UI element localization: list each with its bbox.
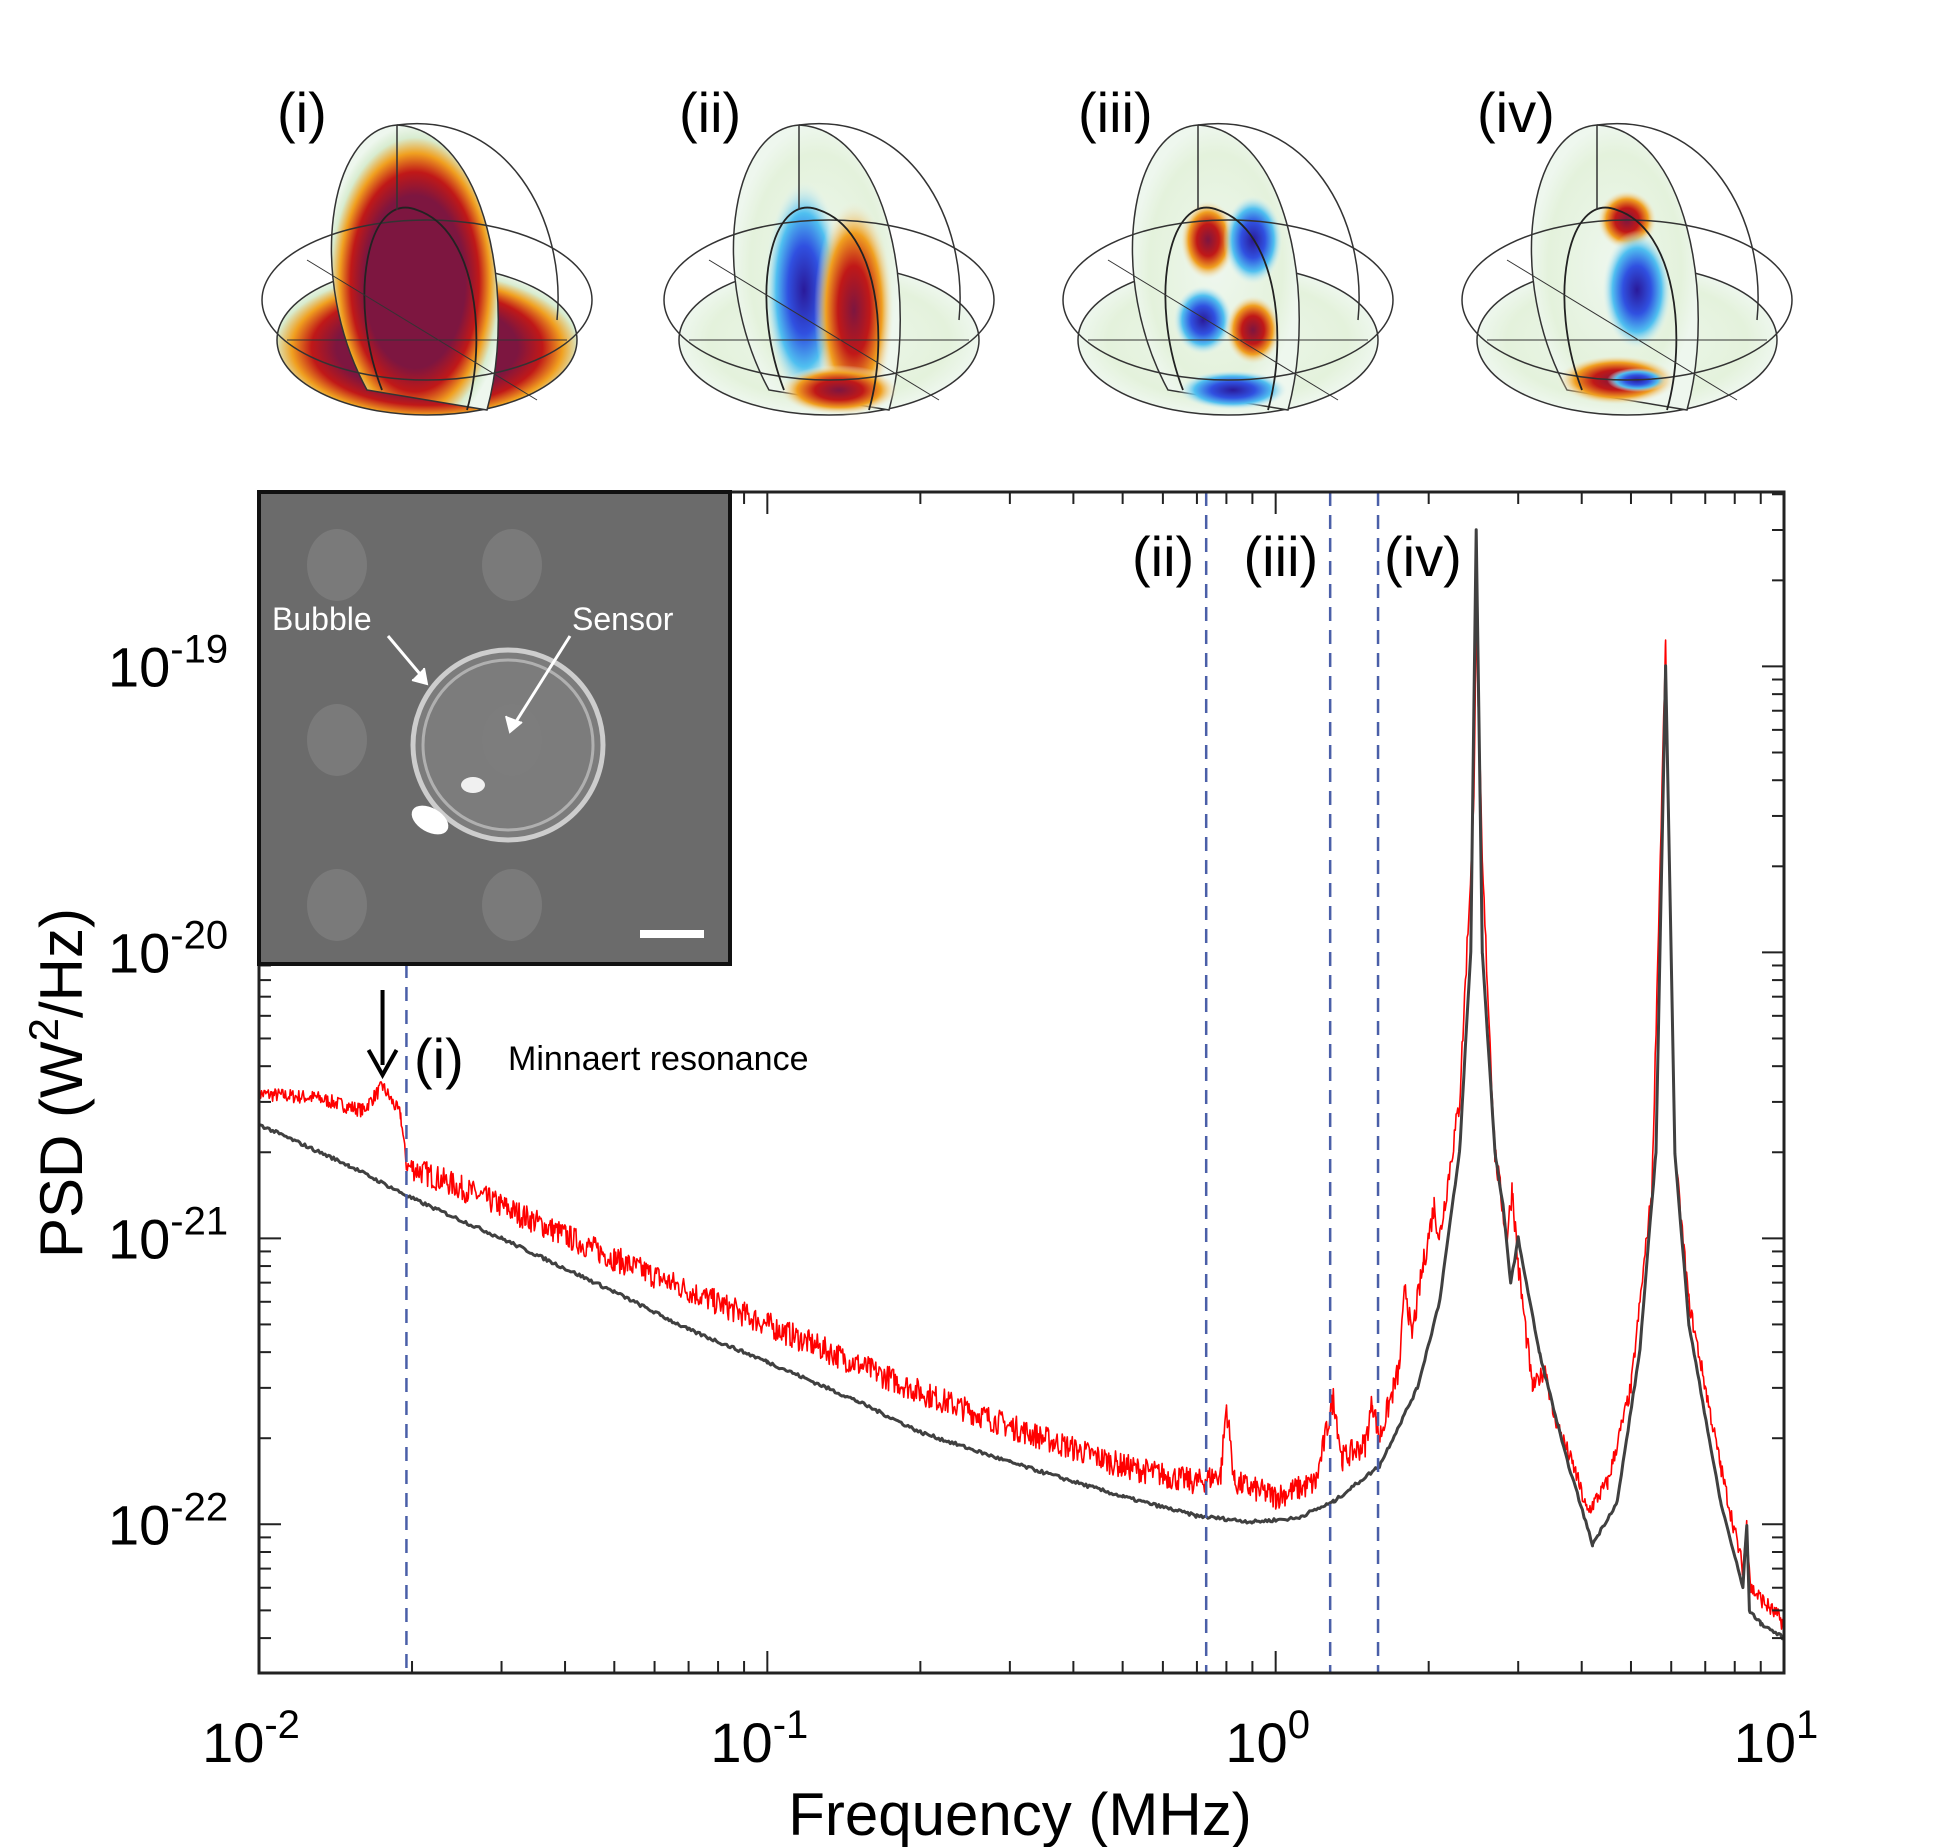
inset-micrograph: Bubble Sensor (257, 490, 732, 966)
wire-arc (1197, 122, 1360, 321)
mode-shape-1: (i) (261, 81, 593, 416)
tick-exp: 1 (1796, 1703, 1818, 1747)
field-negative (1602, 230, 1672, 350)
pillar (307, 529, 367, 601)
glare (411, 805, 449, 835)
y-axis-label: PSD (W2/Hz) (20, 908, 95, 1258)
tick-exp: 0 (1288, 1703, 1310, 1747)
field-positive (779, 365, 899, 415)
mode-shape-4: (iv) (1461, 81, 1793, 416)
y-tick-label: 10-20 (108, 913, 228, 984)
field-positive (1225, 295, 1281, 365)
mode-line-label: (iv) (1384, 525, 1462, 588)
bubble-outline (765, 206, 880, 411)
y-tick-label: 10-19 (108, 627, 228, 698)
ylabel-end: /Hz) (28, 908, 95, 1018)
x-tick-label: 100 (1225, 1703, 1310, 1774)
pillar (307, 704, 367, 776)
tick-base: 10 (1734, 1711, 1796, 1774)
tick-base: 10 (108, 1493, 170, 1556)
wire-line (306, 259, 538, 401)
annotation-label: (i) (414, 1027, 464, 1090)
ylabel-sup: 2 (20, 1018, 67, 1041)
wire-arc (798, 122, 961, 321)
mode-shape-panels: (i) (ii) (iii) (iv) (261, 81, 1793, 420)
panel-label: (iii) (1078, 81, 1153, 144)
x-tick-label: 10-2 (202, 1703, 300, 1774)
mode-line-label: (ii) (1132, 525, 1194, 588)
tick-base: 10 (710, 1711, 772, 1774)
mode-shape-2: (ii) (663, 81, 995, 420)
wire-line (1506, 259, 1738, 401)
series-reference (257, 528, 1786, 1641)
bubble-outline (1164, 206, 1279, 411)
x-axis-label: Frequency (MHz) (788, 1781, 1251, 1847)
scale-bar (640, 930, 704, 938)
tick-exp: -19 (170, 627, 228, 671)
panel-label: (iv) (1477, 81, 1555, 144)
wire-line (1107, 259, 1339, 401)
tick-exp: -1 (773, 1703, 809, 1747)
tick-exp: -2 (264, 1703, 300, 1747)
pillar (482, 529, 542, 601)
wire-line (708, 259, 940, 401)
pillar (482, 869, 542, 941)
series-measured (258, 616, 1785, 1630)
field-negative (1178, 370, 1288, 410)
mode-shape-3: (iii) (1062, 81, 1394, 416)
annotation-text: Minnaert resonance (508, 1040, 809, 1078)
tick-base: 10 (108, 1207, 170, 1270)
panel-label: (ii) (679, 81, 741, 144)
wire-ring (1461, 219, 1793, 381)
ylabel-main: PSD (W (28, 1041, 95, 1258)
glare (461, 777, 485, 793)
bubble-label: Bubble (272, 601, 372, 637)
tick-exp: -20 (170, 913, 228, 957)
bubble-arrow-icon (386, 635, 427, 681)
tick-base: 10 (108, 635, 170, 698)
bubble (410, 647, 606, 843)
sensor-label: Sensor (572, 601, 674, 637)
psd-plot: (ii) (iii) (iv)10-2 10-1 100 10110-1910-2010-… (20, 490, 1819, 1847)
arrow-head (411, 667, 429, 686)
tick-exp: -22 (170, 1485, 228, 1529)
wire-arc (396, 122, 559, 321)
wire-ring (663, 219, 995, 381)
plot-frame (257, 490, 1786, 1675)
vertical-leaf (330, 124, 499, 411)
tick-base: 10 (202, 1711, 264, 1774)
x-tick-label: 10-1 (710, 1703, 808, 1774)
tick-base: 10 (1225, 1711, 1287, 1774)
wire-ring (1062, 219, 1394, 381)
field-negative (1173, 285, 1233, 355)
wire-ring (261, 219, 593, 381)
arrow-head (505, 715, 523, 734)
x-tick-label: 101 (1734, 1703, 1819, 1774)
y-tick-label: 10-22 (108, 1485, 228, 1556)
tick-exp: -21 (170, 1199, 228, 1243)
sensor-arrow-icon (510, 635, 572, 729)
tick-base: 10 (108, 921, 170, 984)
arrow-head (366, 1049, 399, 1080)
bubble-inner-ring (421, 658, 595, 832)
bubble-outline (363, 206, 478, 411)
y-tick-label: 10-21 (108, 1199, 228, 1270)
mode-line-label: (iii) (1244, 525, 1319, 588)
field-positive (814, 200, 894, 420)
panel-label: (i) (277, 81, 327, 144)
bubble-outline (1563, 206, 1678, 411)
wire-arc (1596, 122, 1759, 321)
pillar (307, 869, 367, 941)
